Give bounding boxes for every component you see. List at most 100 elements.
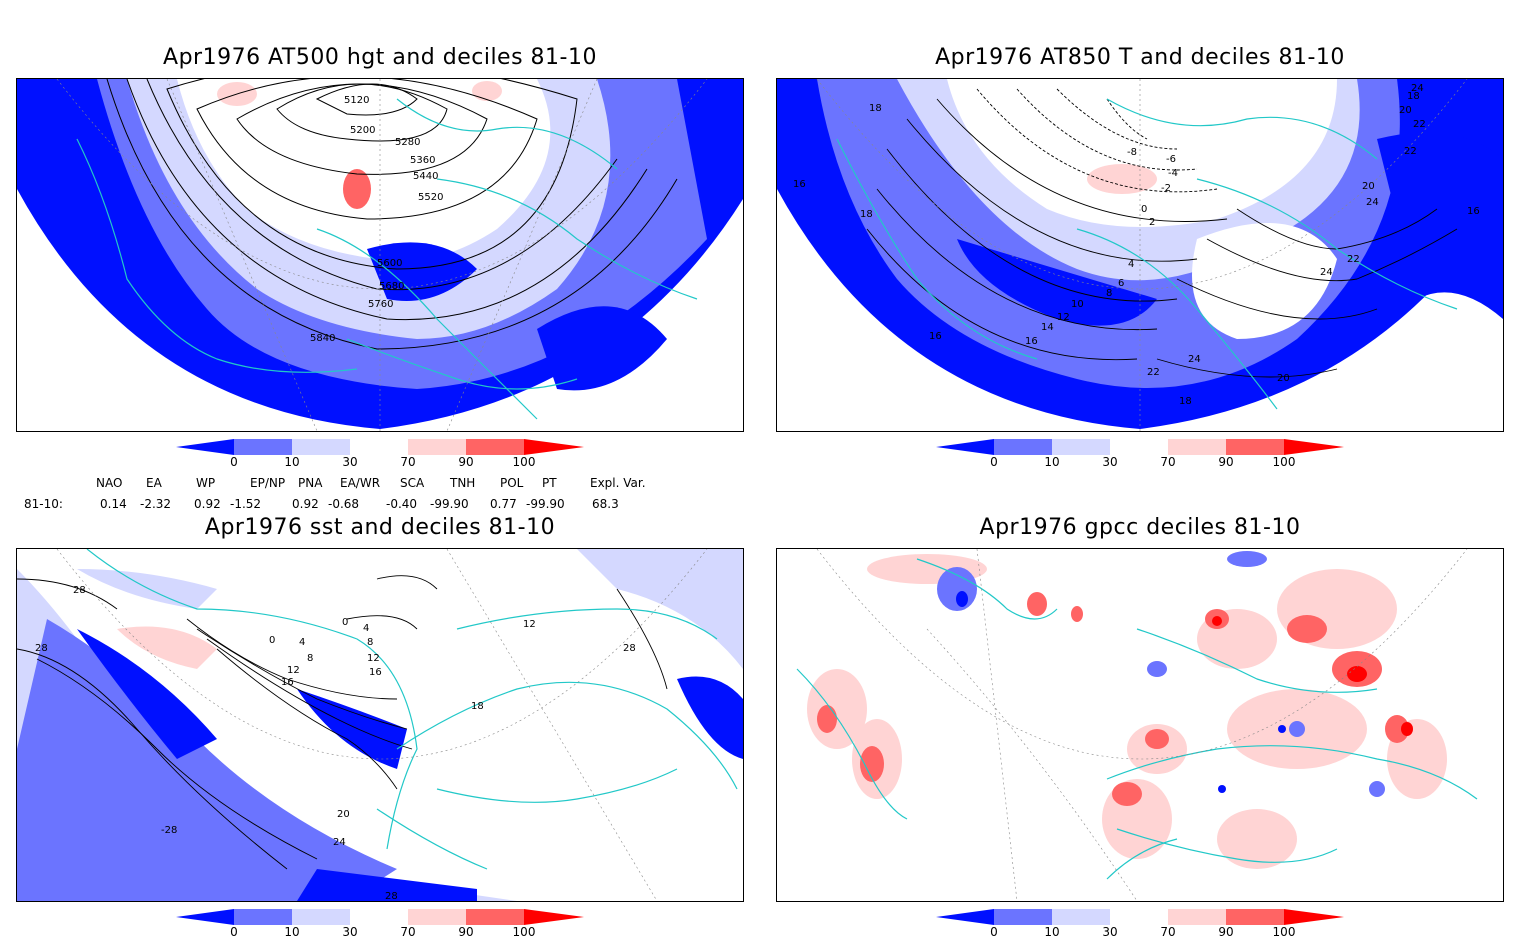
index-value: 68.3 bbox=[592, 497, 619, 511]
contour-label: 18 bbox=[860, 209, 873, 220]
contour-label: 12 bbox=[1057, 312, 1070, 323]
contour-label: 5440 bbox=[413, 171, 438, 182]
contour-label: 5600 bbox=[377, 258, 402, 269]
contour-label: 18 bbox=[869, 103, 882, 114]
contour-label: 5120 bbox=[344, 95, 369, 106]
colorbar-tick: 10 bbox=[1044, 925, 1060, 939]
colorbar-tick: 70 bbox=[1160, 455, 1176, 469]
index-header: EA/WR bbox=[340, 476, 381, 490]
colorbar-gpcc: 0 10 30 70 90 100 bbox=[936, 909, 1346, 949]
contour-label: 24 bbox=[333, 837, 346, 848]
contour-label: -28 bbox=[161, 825, 177, 836]
colorbar-tick: 100 bbox=[512, 925, 536, 939]
index-value: -0.40 bbox=[386, 497, 418, 511]
colorbar-tick: 90 bbox=[1218, 455, 1234, 469]
colorbar-tick: 10 bbox=[284, 925, 300, 939]
contour-label: 22 bbox=[1347, 254, 1360, 265]
contour-label: 4 bbox=[363, 623, 369, 634]
contour-label: -8 bbox=[1127, 147, 1137, 158]
colorbar-tick: 70 bbox=[400, 455, 416, 469]
contour-label: 20 bbox=[337, 809, 350, 820]
colorbar-tick: 90 bbox=[458, 925, 474, 939]
contour-label: 28 bbox=[623, 643, 636, 654]
index-header: Expl. Var. bbox=[590, 476, 646, 490]
colorbar-tick: 0 bbox=[990, 455, 998, 469]
colorbar-tick: 10 bbox=[284, 455, 300, 469]
contour-label: 4 bbox=[299, 637, 305, 648]
colorbar-tick: 0 bbox=[990, 925, 998, 939]
contour-label: 12 bbox=[523, 619, 536, 630]
contour-label: 14 bbox=[1041, 322, 1054, 333]
contour-label: 20 bbox=[1277, 373, 1290, 384]
map-panel-t850: 18 16 18 -8 -6 -4 -2 0 2 4 6 8 10 12 14 … bbox=[776, 78, 1504, 432]
contour-label: 0 bbox=[1141, 204, 1147, 215]
contour-label: 28 bbox=[385, 891, 398, 901]
sst-map: 28 28 0 4 8 12 16 0 4 8 12 16 20 24 28 2… bbox=[17, 549, 743, 901]
colorbar-hgt500: 0 10 30 70 90 100 bbox=[176, 439, 586, 479]
contour-label: 18 bbox=[1179, 396, 1192, 407]
contour-label: 0 bbox=[342, 617, 348, 628]
colorbar-swatches bbox=[936, 909, 1344, 925]
contour-label: 5280 bbox=[395, 137, 420, 148]
contour-label: 5200 bbox=[350, 125, 375, 136]
contour-label: 24 bbox=[1320, 267, 1333, 278]
colorbar-tick: 70 bbox=[1160, 925, 1176, 939]
contour-label: 22 bbox=[1147, 367, 1160, 378]
contour-label: 4 bbox=[1128, 259, 1134, 270]
contour-label: 5680 bbox=[379, 281, 404, 292]
colorbar-tick: 100 bbox=[512, 455, 536, 469]
index-value: -1.52 bbox=[230, 497, 262, 511]
colorbar-swatches bbox=[176, 439, 584, 455]
map-panel-sst: 28 28 0 4 8 12 16 0 4 8 12 16 20 24 28 2… bbox=[16, 548, 744, 902]
colorbar-tick: 70 bbox=[400, 925, 416, 939]
index-value: 0.92 bbox=[292, 497, 319, 511]
index-header: PNA bbox=[298, 476, 323, 490]
index-header: TNH bbox=[450, 476, 476, 490]
panel-title-gpcc: Apr1976 gpcc deciles 81-10 bbox=[979, 515, 1301, 540]
index-header: PT bbox=[542, 476, 557, 490]
colorbar-swatches bbox=[176, 909, 584, 925]
contour-label: 20 bbox=[1362, 181, 1375, 192]
gpcc-map bbox=[777, 549, 1503, 901]
contour-label: 6 bbox=[1118, 278, 1124, 289]
contour-label: 12 bbox=[287, 665, 300, 676]
index-value: -99.90 bbox=[526, 497, 565, 511]
colorbar-tick: 90 bbox=[458, 455, 474, 469]
contour-label: 8 bbox=[307, 653, 313, 664]
index-value: -99.90 bbox=[430, 497, 469, 511]
contour-label: 22 bbox=[1404, 146, 1417, 157]
index-header: SCA bbox=[400, 476, 425, 490]
contour-label: -4 bbox=[1168, 168, 1178, 179]
index-header: NAO bbox=[96, 476, 123, 490]
index-row-label: 81-10: bbox=[24, 497, 63, 511]
contour-label: -6 bbox=[1166, 154, 1176, 165]
colorbar-tick: 90 bbox=[1218, 925, 1234, 939]
contour-label: 16 bbox=[281, 677, 294, 688]
index-header: EP/NP bbox=[250, 476, 286, 490]
index-value: -0.68 bbox=[328, 497, 360, 511]
t850-map: 18 16 18 -8 -6 -4 -2 0 2 4 6 8 10 12 14 … bbox=[777, 79, 1503, 431]
colorbar-tick: 100 bbox=[1272, 925, 1296, 939]
colorbar-swatches bbox=[936, 439, 1344, 455]
colorbar-tick: 0 bbox=[230, 925, 238, 939]
contour-label: 18 bbox=[1407, 91, 1420, 102]
contour-label: 20 bbox=[1399, 105, 1412, 116]
contour-label: 16 bbox=[1467, 206, 1480, 217]
colorbar-t850: 0 10 30 70 90 100 bbox=[936, 439, 1346, 479]
contour-label: 24 bbox=[1366, 197, 1379, 208]
contour-label: 5840 bbox=[310, 333, 335, 344]
contour-label: 0 bbox=[269, 635, 275, 646]
contour-label: 10 bbox=[1071, 299, 1084, 310]
contour-label: 28 bbox=[35, 643, 48, 654]
hgt500-map: 5120 5200 5280 5360 5440 5520 5600 5680 … bbox=[17, 79, 743, 431]
colorbar-tick: 100 bbox=[1272, 455, 1296, 469]
contour-label: 24 bbox=[1188, 354, 1201, 365]
panel-title-hgt500: Apr1976 AT500 hgt and deciles 81-10 bbox=[163, 45, 597, 70]
index-header: POL bbox=[500, 476, 524, 490]
map-panel-gpcc bbox=[776, 548, 1504, 902]
contour-label: 8 bbox=[367, 637, 373, 648]
contour-label: 2 bbox=[1149, 217, 1155, 228]
colorbar-tick: 30 bbox=[342, 925, 358, 939]
colorbar-low-arrow bbox=[176, 439, 234, 455]
index-header: EA bbox=[146, 476, 162, 490]
